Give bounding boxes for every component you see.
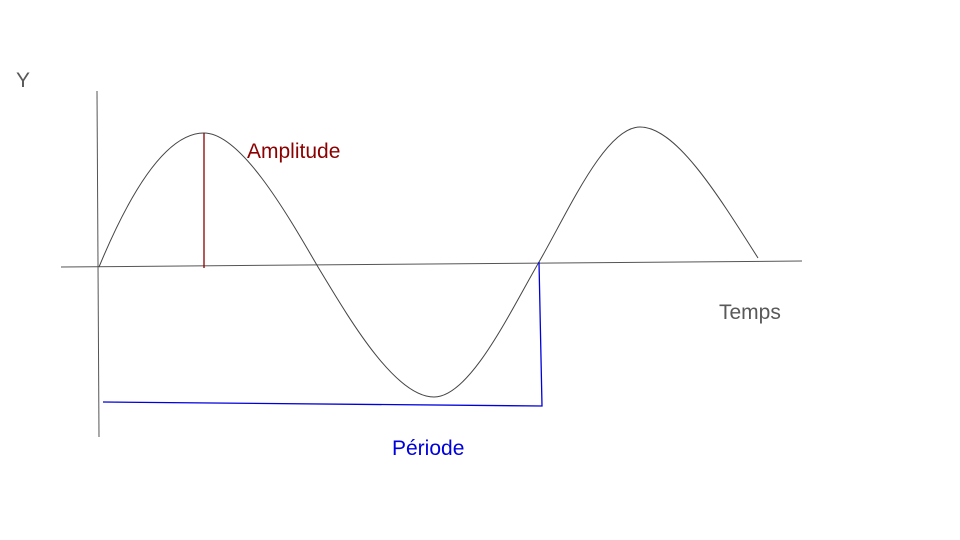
time-axis-label: Temps [719, 301, 781, 324]
time-axis-line [60, 260, 803, 268]
period-label: Période [392, 437, 465, 460]
period-marker [102, 261, 543, 407]
amplitude-label: Amplitude [247, 140, 341, 163]
y-axis-label: Y [16, 69, 31, 92]
y-axis-line [96, 90, 100, 438]
